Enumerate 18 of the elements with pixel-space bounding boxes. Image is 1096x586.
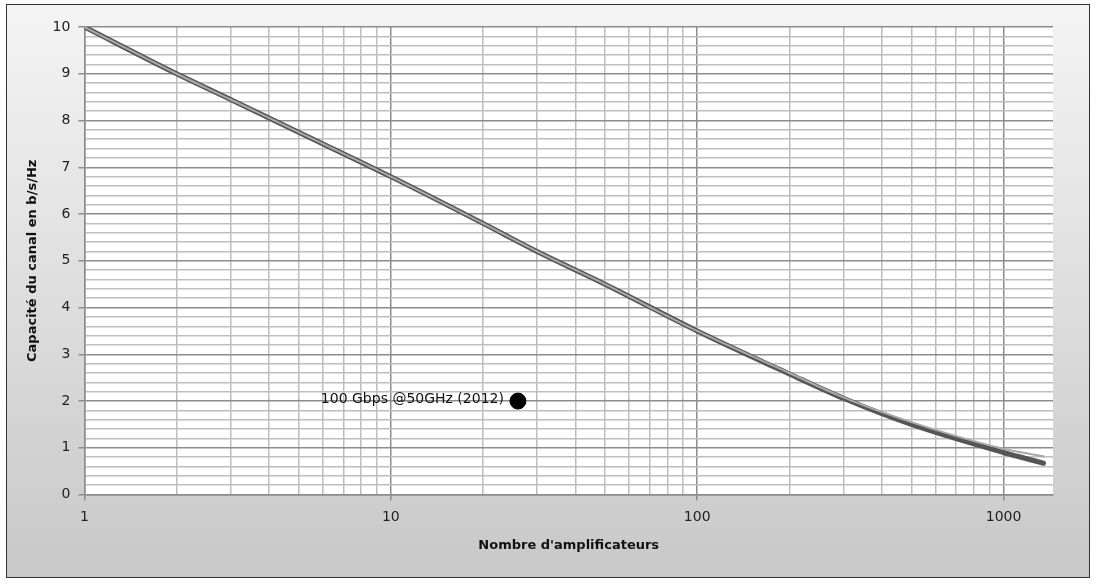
y-tick-label: 3 xyxy=(61,344,71,361)
y-tick-label: 6 xyxy=(61,204,71,221)
x-axis-title: Nombre d'amplificateurs xyxy=(478,536,660,552)
y-axis-title: Capacité du canal en b/s/Hz xyxy=(24,159,40,362)
annotation: 100 Gbps @50GHz (2012) xyxy=(320,389,504,406)
y-tick-label: 5 xyxy=(61,251,71,268)
y-tick-label: 0 xyxy=(61,485,71,502)
x-tick-label: 1000 xyxy=(985,507,1022,524)
x-tick-label: 10 xyxy=(381,507,400,524)
x-tick-label: 100 xyxy=(683,507,711,524)
y-tick-label: 10 xyxy=(52,17,71,34)
y-tick-label: 1 xyxy=(61,438,71,455)
y-tick-label: 2 xyxy=(61,391,71,408)
y-tick-label: 4 xyxy=(61,298,71,315)
y-tick-label: 9 xyxy=(61,64,71,81)
x-tick-label: 1 xyxy=(79,507,89,524)
y-tick-label: 8 xyxy=(61,111,71,128)
y-tick-label: 7 xyxy=(61,157,71,174)
